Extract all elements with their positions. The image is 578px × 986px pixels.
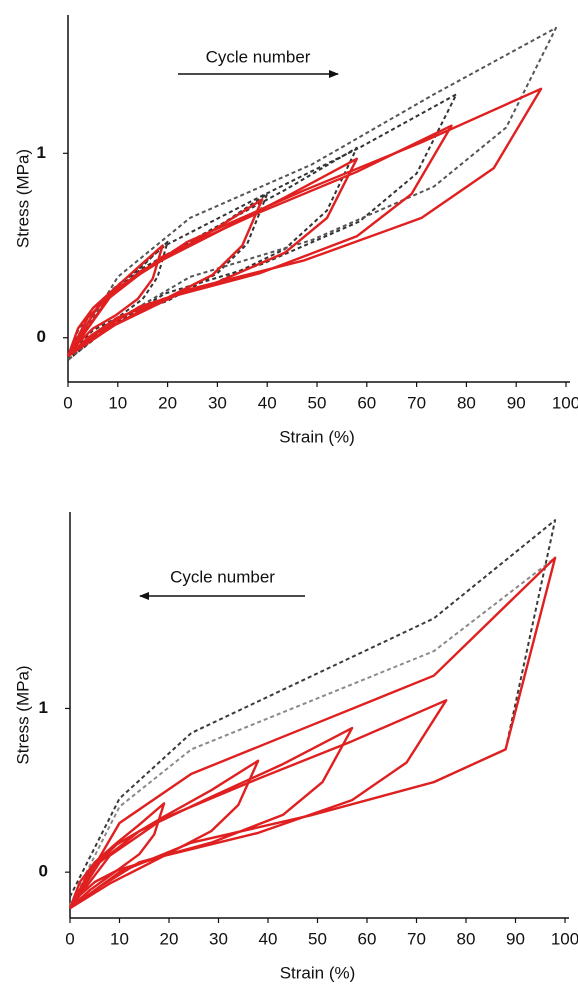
- x-tick-label: 70: [407, 929, 426, 948]
- y-axis-label: Stress (MPa): [13, 665, 32, 764]
- y-tick-label: 1: [39, 698, 48, 717]
- x-tick-label: 20: [158, 393, 177, 412]
- x-axis-label: Strain (%): [279, 427, 355, 446]
- loop-curve: [69, 699, 448, 910]
- y-tick-label: 0: [37, 327, 46, 346]
- y-tick-label: 1: [37, 143, 46, 162]
- x-tick-label: 80: [457, 929, 476, 948]
- x-tick-label: 70: [407, 393, 426, 412]
- x-tick-label: 90: [507, 393, 526, 412]
- x-tick-label: 30: [209, 929, 228, 948]
- x-tick-label: 100: [551, 929, 578, 948]
- x-tick-label: 30: [208, 393, 227, 412]
- x-tick-label: 80: [457, 393, 476, 412]
- x-tick-label: 50: [308, 393, 327, 412]
- loop-curve: [68, 556, 557, 910]
- x-tick-label: 0: [63, 393, 72, 412]
- x-tick-label: 100: [552, 393, 578, 412]
- x-tick-label: 60: [357, 393, 376, 412]
- loop-curve: [67, 26, 557, 361]
- x-axis-label: Strain (%): [280, 963, 356, 982]
- annotation: Cycle number: [206, 47, 311, 66]
- x-tick-label: 10: [110, 929, 129, 948]
- chart: 0 10 20 30 40 50 60 70 80 90 100 0 1 Strain (%) Stress…: [13, 15, 578, 446]
- x-tick-label: 90: [506, 929, 525, 948]
- x-tick-label: 40: [258, 393, 277, 412]
- y-axis-label: Stress (MPa): [13, 149, 32, 248]
- annotation: Cycle number: [170, 567, 275, 586]
- x-tick-label: 0: [65, 929, 74, 948]
- loop-curve: [67, 87, 543, 358]
- loop-curve: [67, 93, 458, 361]
- loop-curve: [68, 802, 166, 909]
- y-tick-label: 0: [39, 862, 48, 881]
- x-tick-label: 60: [358, 929, 377, 948]
- chart: 0 10 20 30 40 50 60 70 80 90 100 0 1 Strain (%) Stress…: [13, 512, 578, 982]
- x-tick-label: 10: [108, 393, 127, 412]
- x-tick-label: 40: [259, 929, 278, 948]
- x-tick-label: 20: [160, 929, 179, 948]
- loop-curve: [69, 556, 557, 910]
- loop-curve: [67, 124, 453, 358]
- x-tick-label: 50: [308, 929, 327, 948]
